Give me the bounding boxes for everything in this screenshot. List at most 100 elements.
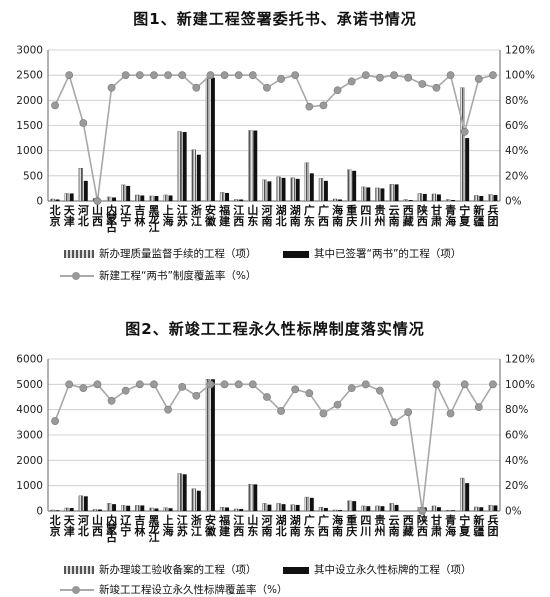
x-tick-label: 江西 — [233, 203, 244, 228]
bar-hatch — [234, 508, 239, 512]
coverage-point — [263, 393, 271, 401]
coverage-point — [248, 380, 257, 389]
y-tick-label: 3000 — [16, 45, 43, 57]
bar-solid — [436, 194, 441, 201]
x-tick-char: 徽 — [204, 214, 217, 228]
bar-solid — [295, 504, 300, 511]
coverage-point — [376, 73, 384, 82]
bar-solid — [69, 193, 74, 201]
x-tick-char: 上 — [163, 513, 174, 527]
bar-solid — [436, 507, 441, 511]
x-tick-char: 州 — [373, 215, 385, 228]
x-tick-label: 天津 — [64, 204, 76, 228]
coverage-point — [404, 408, 413, 417]
bar-hatch — [445, 510, 451, 512]
bar-hatch — [262, 503, 267, 512]
x-tick-label: 湖南 — [290, 203, 301, 228]
x-tick-char: 江 — [177, 203, 188, 217]
x-tick-char: 林 — [134, 524, 145, 538]
y2-tick-label: 40% — [505, 145, 528, 157]
x-tick-char: 苏 — [177, 524, 188, 538]
coverage-point — [164, 405, 172, 414]
x-tick-char: 山 — [92, 203, 103, 217]
chart-2-legend-line: 新竣工工程设立永久性标牌覆盖率（%） — [60, 582, 287, 597]
bar-solid — [210, 77, 215, 201]
coverage-point — [65, 71, 74, 80]
y-tick-label: 0 — [36, 196, 43, 208]
coverage-point — [178, 71, 187, 80]
y-tick-label: 1000 — [16, 480, 43, 492]
coverage-point — [51, 101, 59, 110]
x-tick-label: 辽宁 — [120, 204, 132, 228]
bar-solid — [253, 130, 258, 201]
bar-hatch — [50, 198, 55, 202]
bar-solid — [295, 178, 300, 201]
bar-solid — [112, 197, 117, 201]
bar-solid — [126, 185, 131, 201]
bar-hatch — [149, 195, 154, 202]
x-tick-char: 山 — [92, 513, 103, 527]
x-tick-char: 青 — [445, 513, 456, 527]
x-tick-char: 西 — [417, 525, 428, 538]
x-tick-char: 西 — [92, 525, 103, 538]
x-tick-char: 南 — [389, 524, 400, 538]
y-tick-label: 2000 — [16, 455, 43, 467]
x-tick-label: 湖北 — [276, 203, 287, 228]
legend-label: 新竣工工程设立永久性标牌覆盖率（%） — [99, 584, 288, 596]
x-tick-label: 兵团 — [487, 203, 498, 228]
bar-solid — [182, 474, 187, 511]
chart-2-plot: 0 0% 1000 20% 2000 40% 3000 60% 4000 80% 5000 100% 6… — [16, 354, 535, 545]
y-tick-label: 1500 — [16, 120, 43, 132]
y2-tick-label: 60% — [505, 120, 528, 132]
bar-hatch — [318, 178, 324, 202]
bar-solid — [338, 509, 343, 511]
x-tick-char: 南 — [332, 524, 343, 538]
bar-solid — [493, 194, 498, 201]
x-tick-char: 北 — [50, 203, 61, 217]
bar-solid — [140, 195, 145, 201]
chart-1-legend-hatch: 新办理质量监督手续的工程（项） — [64, 246, 257, 261]
x-tick-char: 福 — [218, 513, 230, 527]
coverage-point — [150, 71, 158, 80]
bar-hatch — [106, 196, 112, 202]
x-tick-label: 重庆 — [345, 203, 357, 228]
y2-tick-label: 80% — [505, 95, 528, 107]
x-tick-char: 江 — [233, 203, 244, 217]
x-tick-char: 上 — [163, 203, 174, 217]
coverage-point — [121, 386, 130, 395]
bar-hatch — [135, 505, 140, 512]
bar-solid — [323, 180, 328, 201]
x-tick-char: 建 — [219, 524, 231, 538]
x-tick-char: 云 — [389, 514, 400, 527]
x-tick-label: 天津 — [64, 514, 76, 538]
x-tick-label: 江苏 — [177, 203, 188, 228]
coverage-point — [107, 83, 116, 92]
y2-tick-label: 40% — [505, 455, 528, 467]
bar-hatch — [389, 503, 394, 512]
bar-hatch — [488, 194, 493, 202]
x-tick-char: 辽 — [120, 514, 132, 527]
bar-solid — [352, 170, 357, 201]
legend-label: 新建工程“两书”制度覆盖率（%） — [99, 270, 257, 282]
x-tick-char: 内 — [106, 513, 117, 527]
x-tick-char: 南 — [389, 214, 400, 228]
x-tick-char: 湖 — [276, 203, 287, 217]
x-tick-char: 安 — [205, 203, 216, 217]
x-tick-label: 广东 — [304, 513, 315, 538]
bar-hatch — [205, 379, 211, 512]
bar-solid — [309, 173, 314, 201]
bar-hatch — [121, 505, 126, 512]
bar-solid — [338, 199, 343, 201]
x-tick-label: 江西 — [233, 513, 244, 538]
bar-solid — [380, 188, 385, 201]
x-tick-char: 江 — [148, 220, 159, 234]
bar-solid — [465, 483, 470, 511]
coverage-point — [333, 400, 342, 409]
bar-solid — [55, 510, 60, 511]
bar-hatch — [290, 177, 295, 202]
bar-solid — [267, 504, 272, 511]
x-tick-char: 海 — [163, 524, 174, 538]
x-tick-char: 东 — [304, 214, 315, 228]
coverage-point — [192, 391, 201, 400]
bar-hatch — [332, 509, 338, 512]
